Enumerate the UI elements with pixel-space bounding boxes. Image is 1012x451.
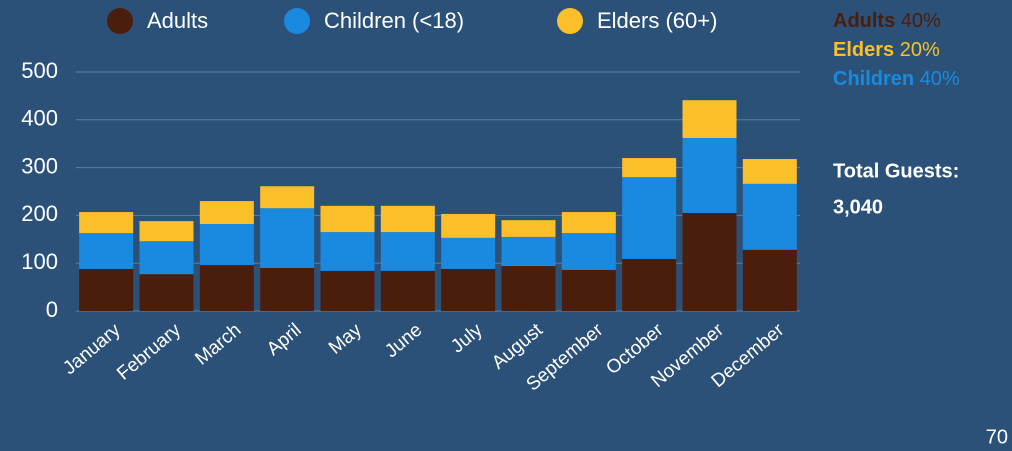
bar-segment (682, 137, 737, 214)
bar-segment (79, 212, 134, 234)
bar-segment (441, 237, 496, 269)
bar-segment (320, 205, 375, 233)
x-tick-label: June (381, 320, 426, 363)
bar-segment (380, 270, 435, 311)
page-number: 70 (986, 426, 1008, 448)
side-item-value: 20% (900, 39, 940, 61)
y-tick-label: 100 (21, 249, 58, 274)
side-item: Adults 40% (833, 10, 941, 32)
total-label: Total Guests: (833, 160, 959, 182)
y-tick-label: 0 (46, 297, 58, 322)
side-item: Elders 20% (833, 39, 940, 61)
bar-segment (622, 177, 677, 259)
side-item: Children 40% (833, 68, 960, 90)
bar-segment (682, 213, 737, 311)
bar-segment (622, 258, 677, 311)
x-tick-label: July (447, 319, 487, 357)
bar-segment (380, 232, 435, 271)
bar-segment (139, 221, 194, 242)
bar-segment (501, 236, 556, 267)
bar-segment (260, 208, 315, 268)
x-tick-label: February (113, 319, 185, 384)
legend-label: Children (<18) (324, 8, 464, 33)
x-tick-label: April (263, 320, 306, 361)
bar-segment (199, 201, 254, 225)
bar-segment (742, 158, 797, 184)
y-tick-label: 400 (21, 106, 58, 131)
y-tick-label: 200 (21, 201, 58, 226)
side-item-value: 40% (901, 10, 941, 32)
x-tick-label: March (191, 320, 245, 370)
bar-segment (260, 267, 315, 311)
side-item-label: Adults (833, 10, 895, 32)
bar-segment (501, 266, 556, 311)
total-value: 3,040 (833, 196, 883, 218)
bar-segment (742, 183, 797, 250)
bar-segment (441, 213, 496, 238)
bar-segment (199, 224, 254, 266)
bar-segment (320, 232, 375, 271)
bar-segment (139, 241, 194, 275)
legend-swatch (557, 8, 583, 34)
bar-segment (260, 186, 315, 209)
bar-segment (561, 212, 616, 234)
legend-swatch (284, 8, 310, 34)
side-item-label: Children (833, 68, 914, 90)
y-tick-label: 300 (21, 153, 58, 178)
bar-segment (742, 249, 797, 311)
bar-segment (622, 158, 677, 178)
bar-segment (79, 268, 134, 311)
bar-segment (79, 233, 134, 269)
bar-segment (199, 265, 254, 311)
bar-segment (380, 205, 435, 233)
side-item-label: Elders (833, 39, 894, 61)
legend-label: Adults (147, 8, 208, 33)
legend-label: Elders (60+) (597, 8, 717, 33)
y-tick-label: 500 (21, 58, 58, 83)
bar-segment (501, 220, 556, 237)
bar-segment (682, 100, 737, 138)
bar-segment (561, 233, 616, 270)
x-tick-label: May (325, 319, 366, 358)
legend-swatch (107, 8, 133, 34)
bar-segment (320, 270, 375, 311)
bar-segment (441, 268, 496, 311)
bar-segment (561, 269, 616, 311)
side-item-value: 40% (920, 68, 960, 90)
bar-segment (139, 274, 194, 311)
